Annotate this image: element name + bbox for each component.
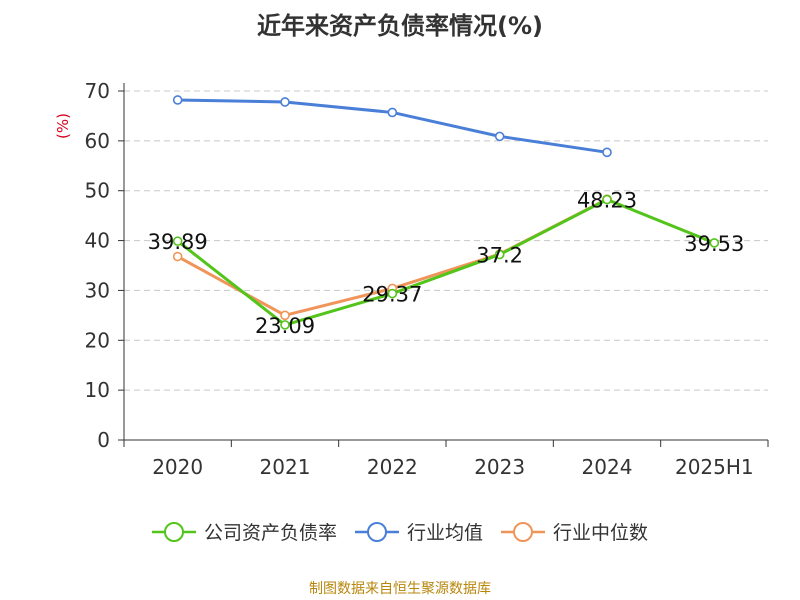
y-tick-label: 60 — [85, 129, 110, 153]
chart-title: 近年来资产负债率情况(%) — [257, 12, 543, 40]
x-tick-label: 2022 — [367, 455, 418, 479]
legend-label-company: 公司资产负债率 — [203, 522, 337, 544]
data-point — [172, 236, 183, 246]
data-point — [602, 147, 612, 158]
data-label: 39.53 — [684, 232, 744, 256]
y-tick-label: 50 — [85, 179, 110, 203]
x-tick-label: 2024 — [582, 455, 633, 479]
data-label: 37.2 — [476, 244, 523, 268]
x-tick-label: 2021 — [260, 455, 311, 479]
data-label: 29.37 — [362, 283, 422, 307]
data-point — [387, 107, 398, 118]
series-0 — [172, 194, 720, 330]
data-point — [280, 320, 290, 330]
legend-swatch-industry-mean-icon — [354, 521, 399, 542]
data-point — [602, 194, 612, 205]
legend-swatch-industry-median-icon — [501, 521, 545, 542]
y-tick-label: 20 — [85, 328, 110, 352]
data-point — [494, 131, 505, 142]
data-point — [172, 251, 183, 262]
legend-item-industry-median[interactable]: 行业中位数 — [501, 518, 648, 545]
series-line — [176, 198, 715, 327]
y-tick-label: 10 — [85, 378, 110, 402]
legend-item-industry-mean[interactable]: 行业均值 — [354, 518, 483, 545]
y-tick-label: 40 — [85, 229, 110, 253]
source-footer: 制图数据来自恒生聚源数据库 — [309, 581, 491, 597]
y-tick-label: 70 — [85, 79, 110, 103]
y-tick-label: 0 — [97, 428, 110, 452]
y-tick-label: 30 — [85, 278, 110, 302]
legend-label-industry-median: 行业中位数 — [553, 522, 649, 544]
legend-item-company[interactable]: 公司资产负债率 — [151, 518, 337, 545]
data-point — [709, 238, 720, 248]
data-point — [494, 249, 505, 260]
data-label: 23.09 — [255, 314, 315, 338]
legend-swatch-company-icon — [151, 521, 196, 542]
data-label: 39.89 — [148, 230, 208, 254]
series-1 — [172, 95, 612, 158]
x-tick-label: 2025H1 — [675, 455, 754, 479]
data-point — [387, 288, 398, 299]
data-point — [280, 310, 290, 321]
data-point — [172, 95, 183, 105]
legend-label-industry-mean: 行业均值 — [406, 522, 483, 544]
data-point — [280, 97, 290, 107]
x-tick-label: 2020 — [152, 455, 203, 479]
data-label: 48.23 — [577, 189, 637, 213]
x-tick-label: 2023 — [474, 455, 525, 479]
legend: 公司资产负债率 行业均值 行业中位数 — [0, 518, 800, 545]
